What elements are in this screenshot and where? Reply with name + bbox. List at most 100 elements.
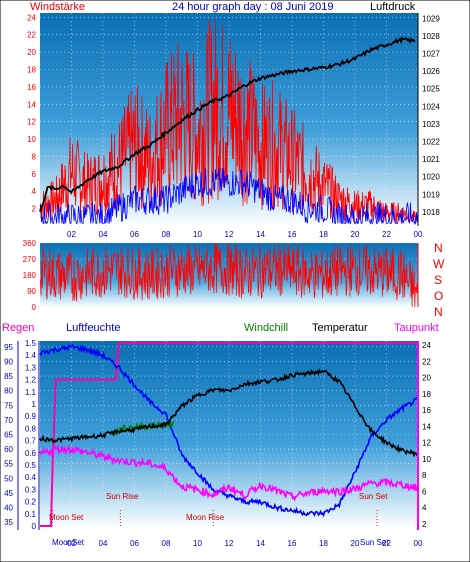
tick-label-pressure: 1028 bbox=[422, 32, 440, 41]
wind-direction-series bbox=[39, 242, 419, 308]
label-temperatur: Temperatur bbox=[312, 322, 368, 334]
tick-label-humidity: 50 bbox=[4, 474, 13, 483]
tick-label-hour-lower: 20 bbox=[351, 539, 360, 548]
tick-label-rain: 1.5 bbox=[25, 339, 37, 348]
tick-label-rain: 0.7 bbox=[25, 437, 37, 446]
tick-label-humidity: 35 bbox=[4, 518, 13, 527]
tick-label-rain: 0.9 bbox=[25, 412, 37, 421]
tick-label-direction: 270 bbox=[23, 255, 37, 264]
tick-label-windspeed: 24 bbox=[27, 13, 36, 22]
tick-label-humidity: 75 bbox=[4, 401, 13, 410]
tick-label-hour: 16 bbox=[288, 230, 297, 239]
tick-label-rain: 0.1 bbox=[25, 510, 37, 519]
temperature-line bbox=[39, 368, 419, 458]
annotation-moon-set: Moon Set bbox=[49, 513, 84, 522]
tick-label-pressure: 1024 bbox=[422, 102, 440, 111]
header-right-label: Luftdruck bbox=[370, 1, 416, 13]
tick-label-hour-lower: 18 bbox=[319, 539, 328, 548]
tick-label-rain: 0.4 bbox=[25, 473, 37, 482]
tick-label-humidity: 60 bbox=[4, 445, 13, 454]
compass-n-top: N bbox=[434, 241, 443, 255]
annotation-sun-rise: Sun Rise bbox=[106, 492, 139, 501]
label-taupunkt: Taupunkt bbox=[394, 322, 439, 334]
annotation-moonset-bottom: MoonSet bbox=[52, 538, 85, 547]
tick-label-pressure: 1029 bbox=[422, 14, 440, 23]
compass-n-bottom: N bbox=[434, 305, 443, 319]
tick-label-windspeed: 18 bbox=[27, 66, 36, 75]
tick-label-windspeed: 8 bbox=[32, 152, 37, 161]
tick-label-direction: 360 bbox=[23, 239, 37, 248]
tick-label-windspeed: 16 bbox=[27, 83, 36, 92]
tick-label-pressure: 1019 bbox=[422, 190, 440, 199]
tick-label-rain: 1.1 bbox=[25, 388, 37, 397]
tick-label-hour: 22 bbox=[382, 230, 391, 239]
tick-label-windspeed: 6 bbox=[32, 170, 37, 179]
tick-label-hour-lower: 14 bbox=[256, 539, 265, 548]
tick-label-hour: 02 bbox=[67, 230, 76, 239]
tick-label-rain: 0.3 bbox=[25, 485, 37, 494]
tick-label-hour-lower: 02 bbox=[67, 539, 76, 548]
tick-label-humidity: 40 bbox=[4, 504, 13, 513]
tick-label-hour: 08 bbox=[162, 230, 171, 239]
windspeed-line bbox=[39, 18, 419, 223]
tick-label-temperature: 16 bbox=[422, 406, 431, 415]
tick-label-temperature: 24 bbox=[422, 341, 431, 350]
tick-label-pressure: 1018 bbox=[422, 208, 440, 217]
tick-label-hour-lower: 08 bbox=[162, 539, 171, 548]
tick-label-rain: 0 bbox=[32, 522, 37, 531]
axis-labels: 2468101214161820222410181019102010211022… bbox=[4, 13, 440, 548]
tick-label-temperature: 10 bbox=[422, 455, 431, 464]
annotation-moon-rise: Moon Rise bbox=[186, 513, 225, 522]
tick-label-humidity: 65 bbox=[4, 431, 13, 440]
tick-label-hour: 00 bbox=[414, 230, 423, 239]
tick-label-hour: 04 bbox=[99, 230, 108, 239]
tick-label-pressure: 1025 bbox=[422, 85, 440, 94]
tick-label-hour-lower: 12 bbox=[225, 539, 234, 548]
tick-label-hour: 10 bbox=[193, 230, 202, 239]
tick-label-rain: 0.5 bbox=[25, 461, 37, 470]
tick-label-pressure: 1022 bbox=[422, 138, 440, 147]
tick-label-humidity: 85 bbox=[4, 372, 13, 381]
label-luftfeuchte: Luftfeuchte bbox=[66, 322, 120, 334]
tick-label-direction: 0 bbox=[32, 303, 37, 312]
tick-label-rain: 0.2 bbox=[25, 498, 37, 507]
annotation-sun-set: Sun Set bbox=[359, 492, 388, 501]
compass-w: W bbox=[433, 257, 445, 271]
tick-label-hour: 18 bbox=[319, 230, 328, 239]
chart-title: 24 hour graph day : 08 Juni 2019 bbox=[172, 1, 333, 13]
tick-label-pressure: 1023 bbox=[422, 120, 440, 129]
tick-label-pressure: 1021 bbox=[422, 155, 440, 164]
tick-label-rain: 1.3 bbox=[25, 363, 37, 372]
compass-o: O bbox=[434, 289, 443, 303]
tick-label-rain: 1.4 bbox=[25, 351, 37, 360]
tick-label-direction: 180 bbox=[23, 271, 37, 280]
tick-label-hour-lower: 16 bbox=[288, 539, 297, 548]
tick-label-humidity: 90 bbox=[4, 357, 13, 366]
header-left-label: Windstärke bbox=[30, 1, 85, 13]
label-regen: Regen bbox=[2, 322, 34, 334]
tick-label-hour: 14 bbox=[256, 230, 265, 239]
tick-label-hour-lower: 00 bbox=[414, 539, 423, 548]
pressure-line bbox=[39, 36, 416, 212]
wind-direction-line bbox=[39, 242, 419, 308]
tick-label-humidity: 55 bbox=[4, 460, 13, 469]
tick-label-temperature: 20 bbox=[422, 374, 431, 383]
tick-label-windspeed: 14 bbox=[27, 100, 36, 109]
compass-s: S bbox=[434, 273, 442, 287]
tick-label-hour-lower: 22 bbox=[382, 539, 391, 548]
dewpoint-line bbox=[39, 443, 419, 502]
tick-label-hour: 12 bbox=[225, 230, 234, 239]
tick-label-hour-lower: 04 bbox=[99, 539, 108, 548]
tick-label-temperature: 22 bbox=[422, 357, 431, 366]
humidity-line bbox=[39, 343, 419, 518]
tick-label-pressure: 1027 bbox=[422, 49, 440, 58]
tick-label-windspeed: 4 bbox=[32, 187, 37, 196]
tick-label-hour-lower: 10 bbox=[193, 539, 202, 548]
tick-label-windspeed: 22 bbox=[27, 31, 36, 40]
tick-label-hour: 06 bbox=[130, 230, 139, 239]
tick-label-rain: 0.6 bbox=[25, 449, 37, 458]
tick-label-humidity: 80 bbox=[4, 387, 13, 396]
tick-label-windspeed: 20 bbox=[27, 48, 36, 57]
